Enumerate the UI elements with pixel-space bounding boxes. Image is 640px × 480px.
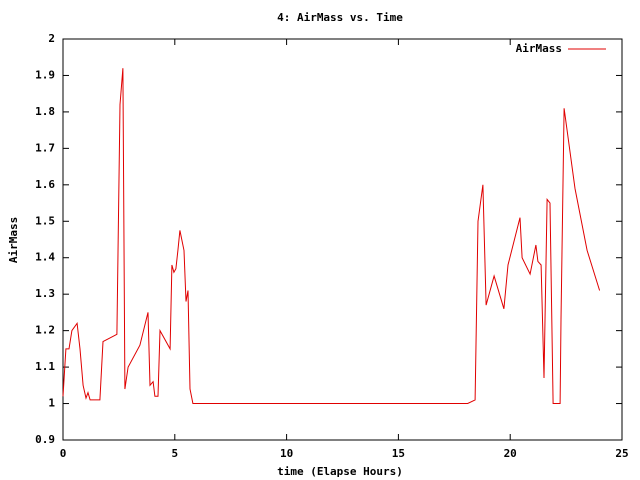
y-tick-label: 1: [48, 397, 55, 410]
y-tick-label: 1.2: [35, 324, 55, 337]
x-tick-label: 15: [392, 447, 405, 460]
y-tick-label: 1.8: [35, 105, 55, 118]
y-tick-label: 1.7: [35, 141, 55, 154]
y-tick-label: 1.3: [35, 287, 55, 300]
legend-label: AirMass: [516, 42, 562, 55]
y-tick-label: 1.4: [35, 251, 55, 264]
y-tick-label: 1.5: [35, 214, 55, 227]
x-axis-label: time (Elapse Hours): [277, 465, 403, 478]
y-tick-label: 1.6: [35, 178, 55, 191]
x-tick-label: 20: [504, 447, 517, 460]
x-tick-label: 25: [615, 447, 628, 460]
x-tick-label: 5: [171, 447, 178, 460]
y-tick-label: 0.9: [35, 433, 55, 446]
x-tick-label: 0: [60, 447, 67, 460]
y-axis-label: AirMass: [7, 217, 20, 263]
y-tick-label: 1.9: [35, 68, 55, 81]
data-line: [62, 68, 601, 404]
plot-border: [62, 38, 623, 441]
chart-title: 4: AirMass vs. Time: [277, 11, 403, 24]
y-tick-label: 2: [48, 32, 55, 45]
y-tick-label: 1.1: [35, 360, 55, 373]
x-tick-label: 10: [280, 447, 293, 460]
